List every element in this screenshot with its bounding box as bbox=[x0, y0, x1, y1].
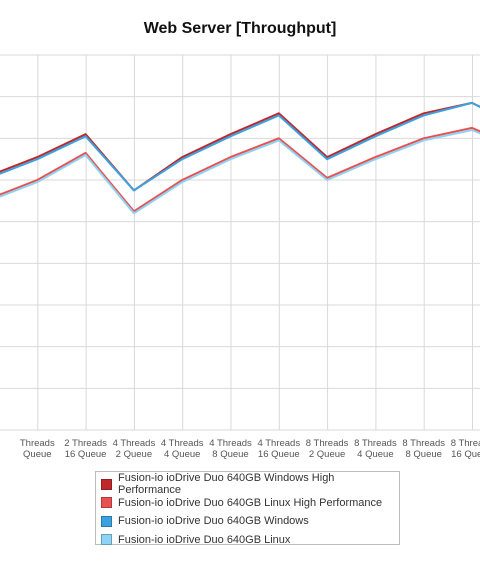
x-tick-label: 8 Threads 4 Queue bbox=[354, 438, 397, 460]
plot-area bbox=[0, 55, 480, 430]
series-lines bbox=[0, 101, 480, 215]
x-tick-label: 4 Threads 8 Queue bbox=[209, 438, 252, 460]
x-tick-label: 8 Threads 8 Queue bbox=[402, 438, 445, 460]
x-axis-tick-labels: Threads Queue 2 Threads 16 Queue 4 Threads 2 … bbox=[20, 438, 480, 460]
legend-swatch bbox=[101, 534, 112, 546]
x-tick-label: 2 Threads 16 Queue bbox=[64, 438, 107, 460]
legend-swatch bbox=[101, 497, 112, 509]
series-line-1 bbox=[0, 101, 480, 192]
legend-item-4: Fusion-io ioDrive Duo 640GB Linux bbox=[101, 531, 399, 550]
chart-legend: Fusion-io ioDrive Duo 640GB Windows High… bbox=[95, 471, 400, 546]
legend-label: Fusion-io ioDrive Duo 640GB Linux bbox=[118, 533, 291, 546]
series-line-2 bbox=[0, 126, 480, 213]
chart-title: Web Server [Throughput] bbox=[143, 20, 337, 37]
legend-label: Fusion-io ioDrive Duo 640GB Linux High P… bbox=[118, 496, 383, 509]
legend-swatch bbox=[101, 515, 112, 527]
x-tick-label: Threads Queue bbox=[20, 438, 55, 460]
x-tick-label: 8 Threads 2 Queue bbox=[306, 438, 349, 460]
x-tick-label: 4 Threads 16 Queue bbox=[257, 438, 300, 460]
legend-label: Fusion-io ioDrive Duo 640GB Windows bbox=[118, 515, 309, 528]
legend-item-1: Fusion-io ioDrive Duo 640GB Windows High… bbox=[101, 472, 399, 497]
legend-item-2: Fusion-io ioDrive Duo 640GB Linux High P… bbox=[101, 494, 399, 513]
legend-swatch bbox=[101, 478, 112, 490]
x-tick-label: 4 Threads 2 Queue bbox=[113, 438, 156, 460]
series-line-4 bbox=[0, 129, 480, 215]
x-tick-label: 4 Threads 4 Queue bbox=[161, 438, 204, 460]
legend-item-3: Fusion-io ioDrive Duo 640GB Windows bbox=[101, 512, 399, 531]
series-line-3 bbox=[0, 101, 480, 192]
throughput-line-chart: Threads Queue 2 Threads 16 Queue 4 Threads 2 … bbox=[0, 54, 480, 460]
gridlines bbox=[0, 54, 480, 431]
legend-label: Fusion-io ioDrive Duo 640GB Windows High… bbox=[118, 472, 335, 497]
